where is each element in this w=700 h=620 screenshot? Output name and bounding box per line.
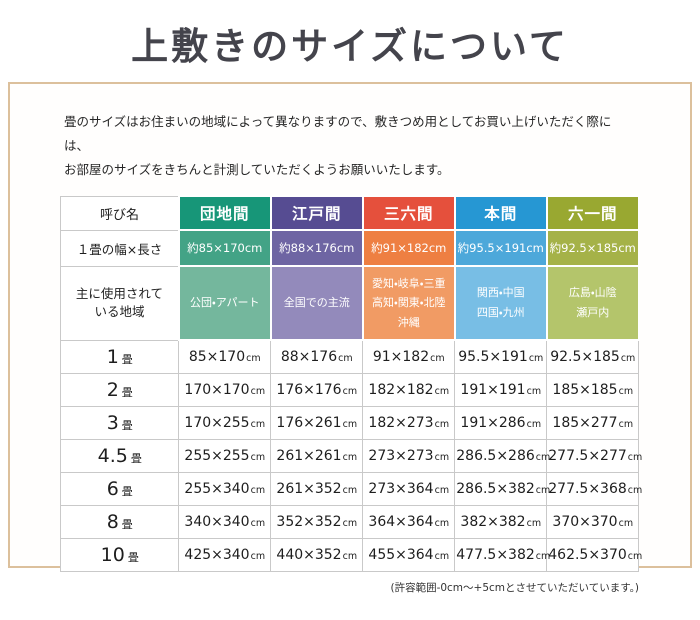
size-value-cell: 440×352cm xyxy=(270,537,364,572)
size-value-cell: 255×255cm xyxy=(178,438,272,473)
size-value-cell: 370×370cm xyxy=(546,504,640,539)
size-value-cell: 170×170cm xyxy=(178,372,272,407)
page-title: 上敷きのサイズについて xyxy=(131,24,569,68)
tatami-size-table: 呼び名 団地間 江戸間 三六間 本間 六一間 １畳の幅×長さ 約85×170cm… xyxy=(60,195,642,572)
regions-cell: 公団・アパート xyxy=(177,265,272,342)
one-mat-value-cell: 約95.5×191cm xyxy=(453,229,548,268)
size-value-cell: 352×352cm xyxy=(270,504,364,539)
mat-count-cell: 10 畳 xyxy=(60,537,180,572)
one-mat-value-cell: 約85×170cm xyxy=(177,229,272,268)
size-value-cell: 182×273cm xyxy=(362,405,456,440)
size-value-cell: 185×185cm xyxy=(546,372,640,407)
regions-row: 主に使用されている地域 公団・アパート 全国での主流 愛知・岐阜・三重 高知・関… xyxy=(60,265,640,342)
size-value-cell: 255×340cm xyxy=(178,471,272,506)
size-value-cell: 191×191cm xyxy=(454,372,548,407)
size-value-cell: 455×364cm xyxy=(362,537,456,572)
regions-cell: 愛知・岐阜・三重 高知・関東・北陸 沖縄 xyxy=(361,265,456,342)
size-value-cell: 88×176cm xyxy=(270,339,364,374)
corner-cell: 呼び名 xyxy=(60,195,180,231)
size-value-cell: 170×255cm xyxy=(178,405,272,440)
size-value-cell: 425×340cm xyxy=(178,537,272,572)
column-header-danchima: 団地間 xyxy=(177,195,272,232)
size-value-cell: 286.5×286cm xyxy=(454,438,550,473)
table-row: 4.5 畳 255×255cm 261×261cm 273×273cm 286.5×286… xyxy=(60,438,642,473)
table-row: 8 畳 340×340cm 352×352cm 364×364cm 382×382cm 37… xyxy=(60,504,640,539)
content-frame: 畳のサイズはお住まいの地域によって異なりますので、敷きつめ用としてお買い上げいた… xyxy=(8,82,692,594)
column-header-sanrokuma: 三六間 xyxy=(361,195,456,232)
size-value-cell: 176×176cm xyxy=(270,372,364,407)
intro-line-1: 畳のサイズはお住まいの地域によって異なりますので、敷きつめ用としてお買い上げいた… xyxy=(64,114,612,153)
intro-text: 畳のサイズはお住まいの地域によって異なりますので、敷きつめ用としてお買い上げいた… xyxy=(64,110,636,181)
one-mat-value-cell: 約91×182cm xyxy=(361,229,456,268)
one-mat-value-cell: 約88×176cm xyxy=(269,229,364,268)
table-row: 10 畳 425×340cm 440×352cm 455×364cm 477.5×382c… xyxy=(60,537,642,572)
size-rows-body: 1 畳 85×170cm 88×176cm 91×182cm 95.5×191cm 92.5… xyxy=(60,339,642,572)
regions-cell: 全国での主流 xyxy=(269,265,364,342)
table-row: 6 畳 255×340cm 261×352cm 273×364cm 286.5×382cm… xyxy=(60,471,642,506)
size-value-cell: 286.5×382cm xyxy=(454,471,550,506)
size-value-cell: 277.5×277cm xyxy=(546,438,642,473)
size-value-cell: 92.5×185cm xyxy=(546,339,640,374)
column-header-honma: 本間 xyxy=(453,195,548,232)
regions-row-label: 主に使用されている地域 xyxy=(60,265,180,341)
size-value-cell: 462.5×370cm xyxy=(546,537,642,572)
column-header-edoma: 江戸間 xyxy=(269,195,364,232)
size-value-cell: 477.5×382cm xyxy=(454,537,550,572)
size-value-cell: 273×364cm xyxy=(362,471,456,506)
size-value-cell: 182×182cm xyxy=(362,372,456,407)
tolerance-footnote: (許容範囲-0cm～+5cmとさせていただいています。) xyxy=(390,581,639,594)
size-value-cell: 340×340cm xyxy=(178,504,272,539)
size-value-cell: 382×382cm xyxy=(454,504,548,539)
mat-count-cell: 4.5 畳 xyxy=(60,438,180,473)
size-value-cell: 176×261cm xyxy=(270,405,364,440)
size-value-cell: 185×277cm xyxy=(546,405,640,440)
column-header-rokuichima: 六一間 xyxy=(545,195,640,232)
size-value-cell: 277.5×368cm xyxy=(546,471,642,506)
size-value-cell: 191×286cm xyxy=(454,405,548,440)
size-value-cell: 261×352cm xyxy=(270,471,364,506)
one-mat-size-row: １畳の幅×長さ 約85×170cm 約88×176cm 約91×182cm 約9… xyxy=(60,229,640,268)
size-value-cell: 91×182cm xyxy=(362,339,456,374)
table-row: 1 畳 85×170cm 88×176cm 91×182cm 95.5×191cm 92.5… xyxy=(60,339,640,374)
size-value-cell: 364×364cm xyxy=(362,504,456,539)
size-value-cell: 85×170cm xyxy=(178,339,272,374)
regions-cell: 広島・山陰 瀬戸内 xyxy=(545,265,640,342)
table-row: 2 畳 170×170cm 176×176cm 182×182cm 191×191cm 18… xyxy=(60,372,640,407)
table-row: 3 畳 170×255cm 176×261cm 182×273cm 191×286cm 18… xyxy=(60,405,640,440)
intro-line-2: お部屋のサイズをきちんと計測していただくようお願いいたします。 xyxy=(64,161,450,177)
size-value-cell: 261×261cm xyxy=(270,438,364,473)
size-value-cell: 273×273cm xyxy=(362,438,456,473)
table-header-row: 呼び名 団地間 江戸間 三六間 本間 六一間 xyxy=(60,195,640,232)
one-mat-row-label: １畳の幅×長さ xyxy=(60,229,180,267)
one-mat-value-cell: 約92.5×185cm xyxy=(545,229,640,268)
regions-cell: 関西・中国 四国・九州 xyxy=(453,265,548,342)
size-value-cell: 95.5×191cm xyxy=(454,339,548,374)
